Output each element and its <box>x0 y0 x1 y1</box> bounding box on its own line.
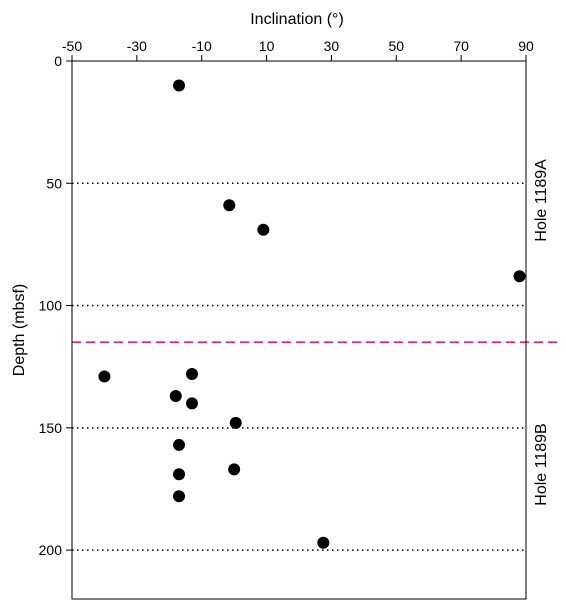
data-point <box>173 468 186 481</box>
x-tick-label: 30 <box>324 38 340 54</box>
hole-1189a-label: Hole 1189A <box>533 159 550 242</box>
hole-1189b-label: Hole 1189B <box>533 423 550 505</box>
x-axis-title: Inclination (°) <box>250 11 344 28</box>
y-axis-title: Depth (mbsf) <box>11 284 28 376</box>
x-tick-label: 90 <box>518 38 534 54</box>
x-tick-label: -30 <box>127 38 147 54</box>
data-point <box>173 438 186 451</box>
y-tick-label: 50 <box>46 175 62 191</box>
y-tick-label: 200 <box>39 542 63 558</box>
y-axis-ticks: 0 50 100 150 200 <box>39 53 72 558</box>
data-points <box>98 79 526 549</box>
y-tick-label: 150 <box>39 420 63 436</box>
data-point <box>185 397 198 410</box>
x-tick-label: 10 <box>259 38 275 54</box>
x-tick-label: 50 <box>388 38 404 54</box>
data-point <box>98 370 111 383</box>
data-point <box>185 368 198 381</box>
plot-frame <box>71 60 527 600</box>
x-tick-label: -50 <box>62 38 82 54</box>
depth-gridlines <box>72 182 526 551</box>
data-point <box>223 199 236 212</box>
x-tick-label: -10 <box>192 38 212 54</box>
data-point <box>173 490 186 503</box>
y-tick-label: 0 <box>54 53 62 69</box>
x-axis-ticks: -50 -30 -10 10 30 50 70 90 <box>62 38 534 61</box>
data-point <box>229 416 242 429</box>
data-point <box>317 536 330 549</box>
data-point <box>513 270 526 283</box>
data-point <box>257 223 270 236</box>
data-point <box>228 463 241 476</box>
x-tick-label: 70 <box>453 38 469 54</box>
y-tick-label: 100 <box>39 298 63 314</box>
data-point <box>169 390 182 403</box>
data-point <box>173 79 186 92</box>
